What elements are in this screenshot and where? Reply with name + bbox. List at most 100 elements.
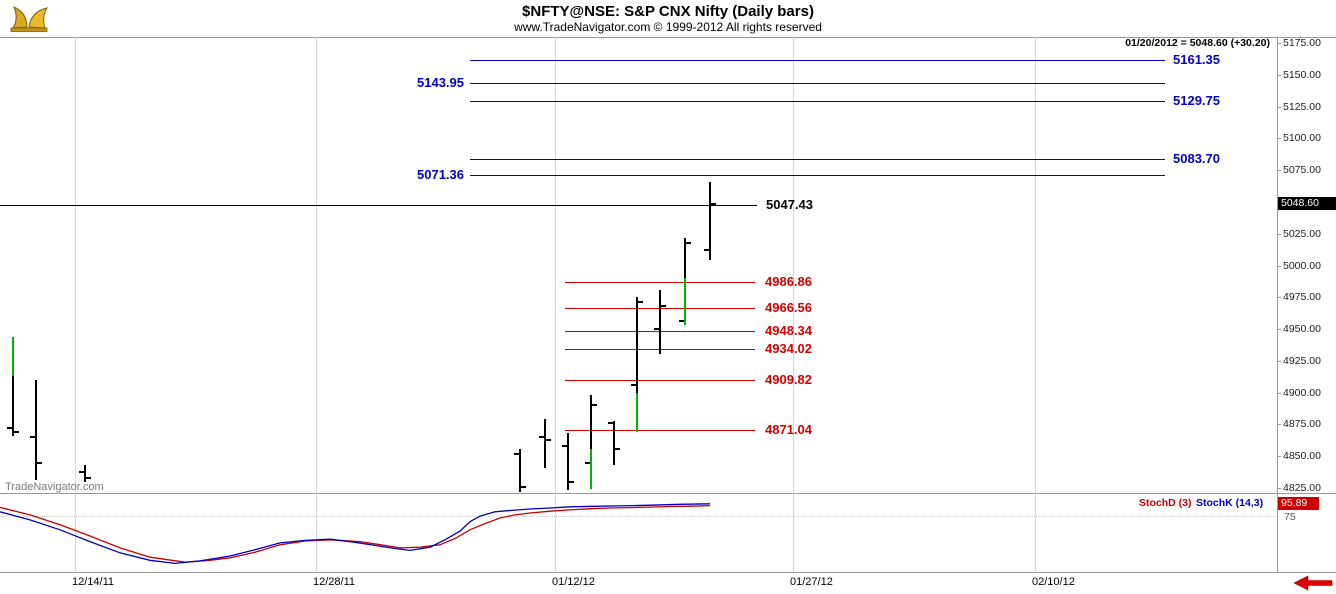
resistance-line — [470, 100, 1165, 102]
price-tick-label: 4975.00 — [1283, 291, 1321, 304]
price-tick-label: 4825.00 — [1283, 482, 1321, 494]
ohlc-bar — [12, 336, 14, 436]
price-tick-mark — [1277, 138, 1281, 140]
support-line — [565, 282, 755, 284]
ohlc-close-tick — [592, 404, 597, 407]
price-tick-label: 5150.00 — [1283, 68, 1321, 81]
time-axis-divider — [0, 572, 1336, 573]
vertical-gridline — [555, 37, 556, 572]
time-tick-label: 12/28/11 — [313, 576, 356, 588]
price-tick-mark — [1277, 424, 1281, 426]
support-level-label: 4986.86 — [765, 274, 812, 290]
support-line — [565, 380, 755, 382]
price-tick-mark — [1277, 74, 1281, 76]
resistance-level-label: 5129.75 — [1173, 92, 1220, 108]
support-level-label: 4948.34 — [765, 323, 812, 339]
price-axis-divider — [1277, 37, 1278, 572]
vertical-gridline — [316, 37, 317, 572]
ohlc-bar — [35, 379, 37, 481]
resistance-line — [470, 60, 1165, 62]
ohlc-close-tick — [14, 431, 19, 434]
support-level-label: 4934.02 — [765, 341, 812, 357]
ohlc-open-tick — [79, 470, 84, 473]
vertical-gridline — [75, 37, 76, 572]
support-level-label: 4871.04 — [765, 421, 812, 437]
scroll-left-arrow[interactable] — [1292, 574, 1334, 592]
ohlc-bar — [84, 465, 86, 482]
ohlc-bar-up-segment — [590, 448, 592, 490]
price-tick-label: 5000.00 — [1283, 259, 1321, 272]
ohlc-bar-up-segment — [12, 336, 14, 377]
watermark: TradeNavigator.com — [5, 481, 104, 493]
ohlc-open-tick — [654, 328, 659, 331]
price-tick-mark — [1277, 233, 1281, 235]
ohlc-open-tick — [514, 452, 519, 455]
support-level-label: 4966.56 — [765, 300, 812, 315]
price-tick-label: 5025.00 — [1283, 227, 1321, 240]
ohlc-open-tick — [30, 436, 35, 439]
price-tick-label: 4850.00 — [1283, 450, 1321, 463]
stochk-label: StochK (14,3) — [1196, 497, 1264, 509]
last-close-line — [0, 205, 757, 207]
ohlc-close-tick — [546, 438, 551, 441]
ohlc-close-tick — [521, 485, 526, 488]
ohlc-bar — [709, 181, 711, 261]
stoch-scale-75-label: 75 — [1284, 510, 1296, 523]
ohlc-close-tick — [638, 301, 643, 304]
last-quote-readout: 01/20/2012 = 5048.60 (+30.20) — [1125, 37, 1270, 49]
ohlc-bar — [659, 289, 661, 355]
price-tick-label: 5075.00 — [1283, 164, 1321, 177]
ohlc-bar — [636, 297, 638, 433]
resistance-line — [470, 174, 1165, 176]
stochk-line — [0, 503, 711, 565]
price-tick-label: 4900.00 — [1283, 386, 1321, 399]
price-tick-label: 5125.00 — [1283, 100, 1321, 113]
ohlc-bar — [613, 420, 615, 466]
vertical-gridline — [793, 37, 794, 572]
price-tick-label: 4925.00 — [1283, 354, 1321, 367]
ohlc-bar — [590, 395, 592, 490]
resistance-level-label: 5083.70 — [1173, 151, 1220, 167]
resistance-level-label: 5071.36 — [417, 166, 464, 182]
price-tick-mark — [1277, 456, 1281, 458]
ohlc-close-tick — [86, 476, 91, 479]
price-tick-mark — [1277, 43, 1281, 44]
ohlc-open-tick — [585, 461, 590, 464]
vertical-gridline — [1035, 37, 1036, 572]
ohlc-open-tick — [7, 427, 12, 430]
price-tick-mark — [1277, 360, 1281, 362]
ohlc-close-tick — [615, 447, 620, 450]
chart-title: $NFTY@NSE: S&P CNX Nifty (Daily bars) — [522, 3, 814, 20]
support-line — [565, 429, 755, 431]
stoch-75-gridline — [0, 516, 1277, 517]
header-divider — [0, 37, 1336, 38]
resistance-line — [470, 159, 1165, 161]
panel-divider — [0, 493, 1336, 494]
ohlc-open-tick — [679, 320, 684, 323]
stochd-line — [0, 504, 711, 563]
resistance-level-label: 5161.35 — [1173, 52, 1220, 68]
ohlc-open-tick — [704, 249, 709, 252]
last-close-label: 5047.43 — [766, 197, 813, 213]
time-tick-label: 02/10/12 — [1032, 576, 1075, 588]
time-tick-label: 01/12/12 — [552, 576, 595, 588]
price-tick-label: 5100.00 — [1283, 132, 1321, 145]
ohlc-close-tick — [661, 305, 666, 308]
ohlc-close-tick — [711, 202, 716, 205]
chart-copyright: www.TradeNavigator.com © 1999-2012 All r… — [514, 20, 822, 34]
ohlc-bar-up-segment — [684, 278, 686, 326]
stoch-value-box: 95.89 — [1278, 497, 1319, 511]
ohlc-close-tick — [686, 241, 691, 244]
stochastic-plot[interactable] — [0, 494, 1277, 572]
ohlc-bar — [544, 419, 546, 468]
time-tick-label: 12/14/11 — [72, 576, 115, 588]
current-price-box: 5048.60 — [1278, 197, 1336, 211]
resistance-line — [470, 82, 1165, 84]
price-tick-label: 4950.00 — [1283, 323, 1321, 336]
price-tick-mark — [1277, 297, 1281, 299]
price-tick-mark — [1277, 106, 1281, 108]
support-level-label: 4909.82 — [765, 372, 812, 388]
resistance-level-label: 5143.95 — [417, 74, 464, 90]
